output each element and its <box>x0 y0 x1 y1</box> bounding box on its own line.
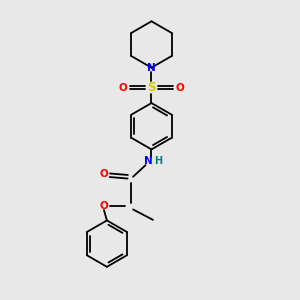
Text: N: N <box>143 156 152 166</box>
Text: O: O <box>119 82 128 93</box>
Text: O: O <box>100 202 108 212</box>
Text: H: H <box>154 156 162 166</box>
Text: O: O <box>100 169 108 179</box>
Text: S: S <box>147 81 156 94</box>
Text: O: O <box>175 82 184 93</box>
Text: N: N <box>147 63 156 73</box>
